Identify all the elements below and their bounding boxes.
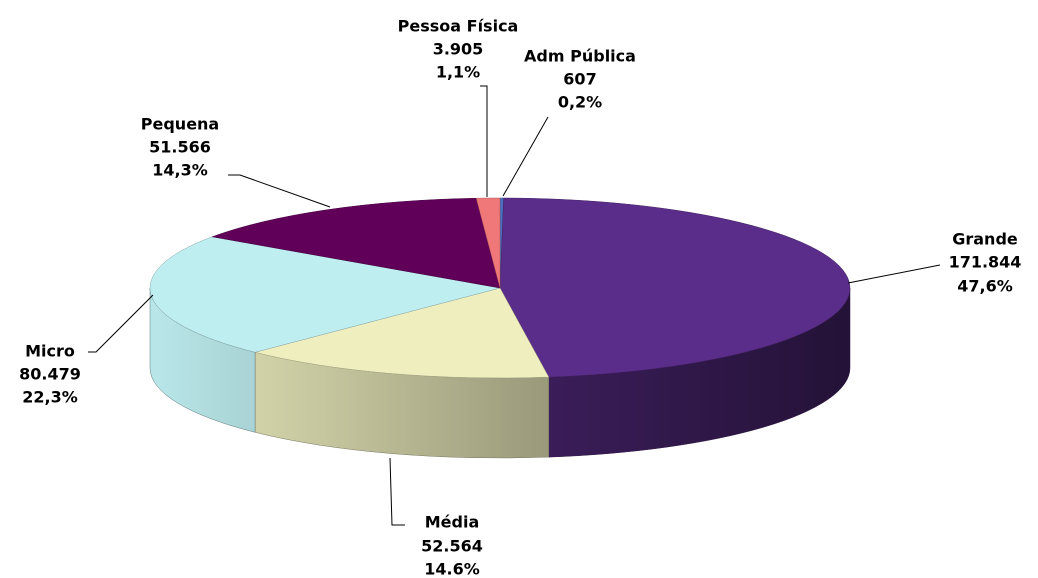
data-label: 607 xyxy=(563,70,596,89)
data-label: Pequena xyxy=(141,115,219,134)
data-label: 3.905 xyxy=(433,40,484,59)
data-label: Micro xyxy=(25,342,75,361)
data-label: 1,1% xyxy=(436,63,480,82)
data-label: Adm Pública xyxy=(524,47,636,66)
slice xyxy=(211,197,501,289)
data-label: 14,3% xyxy=(152,161,208,180)
leader-line xyxy=(480,85,488,197)
slice xyxy=(475,197,501,289)
leader-line xyxy=(389,457,405,526)
data-label: 171.844 xyxy=(949,253,1022,272)
slice xyxy=(254,287,550,379)
data-label: 80.479 xyxy=(19,365,81,384)
data-label: 22,3% xyxy=(22,388,78,407)
leader-line xyxy=(502,116,549,197)
leader-line xyxy=(88,294,154,353)
leader-line xyxy=(228,174,331,208)
data-label: Média xyxy=(425,513,480,532)
data-label: 14.6% xyxy=(424,560,480,578)
data-label: Grande xyxy=(952,230,1018,249)
data-label: 0,2% xyxy=(558,93,602,112)
data-label: 52.564 xyxy=(421,537,483,556)
data-label: 51.566 xyxy=(149,138,211,157)
data-label: 47,6% xyxy=(957,277,1013,296)
slice xyxy=(499,197,851,378)
leader-line xyxy=(847,264,941,284)
data-label: Pessoa Física xyxy=(398,17,519,36)
